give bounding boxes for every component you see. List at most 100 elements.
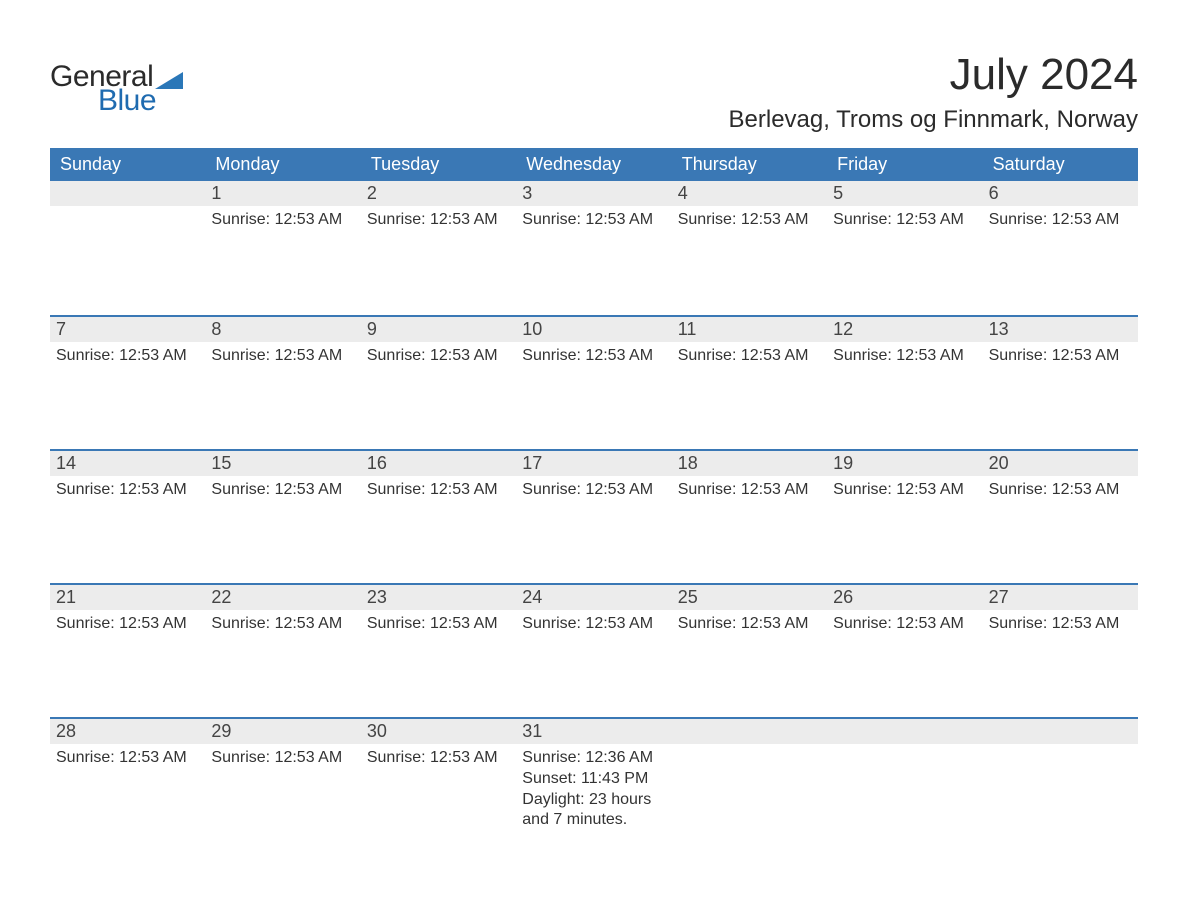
day-content: Sunrise: 12:53 AM [672,476,827,505]
day-number: 2 [361,181,516,206]
day-cell: 15Sunrise: 12:53 AM [205,451,360,583]
day-line: Sunrise: 12:53 AM [989,210,1132,231]
day-cell: 17Sunrise: 12:53 AM [516,451,671,583]
day-cell: 2 Sunrise: 12:53 AM [361,181,516,315]
day-number: 27 [983,585,1138,610]
day-number: 22 [205,585,360,610]
day-line: Sunrise: 12:53 AM [56,480,199,501]
day-number: 13 [983,317,1138,342]
day-cell: 12Sunrise: 12:53 AM [827,317,982,449]
day-line: Sunrise: 12:53 AM [522,346,665,367]
day-line: Sunrise: 12:53 AM [367,480,510,501]
day-number: 29 [205,719,360,744]
week-row: 7Sunrise: 12:53 AM8Sunrise: 12:53 AM9Sun… [50,315,1138,449]
weekday-cell: Friday [827,148,982,181]
day-line: Sunrise: 12:53 AM [678,346,821,367]
day-cell: 21Sunrise: 12:53 AM [50,585,205,717]
day-cell: 10 Sunrise: 12:53 AM [516,317,671,449]
month-title: July 2024 [729,50,1138,100]
day-content: Sunrise: 12:53 AM [672,610,827,639]
day-line: Sunrise: 12:53 AM [211,748,354,769]
day-number: 19 [827,451,982,476]
title-block: July 2024 Berlevag, Troms og Finnmark, N… [729,50,1138,134]
day-number: 26 [827,585,982,610]
day-line: Sunrise: 12:53 AM [367,346,510,367]
day-content: Sunrise: 12:53 AM [361,610,516,639]
day-line: Sunrise: 12:36 AM [522,748,665,769]
day-number: 8 [205,317,360,342]
day-content: Sunrise: 12:53 AM [361,206,516,235]
day-content: Sunrise: 12:53 AM [983,476,1138,505]
day-number: 16 [361,451,516,476]
day-line: Sunrise: 12:53 AM [678,614,821,635]
day-line: Sunrise: 12:53 AM [989,614,1132,635]
day-content: Sunrise: 12:53 AM [827,342,982,371]
day-content: Sunrise: 12:53 AM [50,342,205,371]
day-line: Sunrise: 12:53 AM [989,480,1132,501]
day-line: Sunrise: 12:53 AM [211,480,354,501]
day-content: Sunrise: 12:53 AM [516,342,671,371]
week-row: 21Sunrise: 12:53 AM22Sunrise: 12:53 AM23… [50,583,1138,717]
day-content: Sunrise: 12:53 AM [205,744,360,773]
day-line: Sunrise: 12:53 AM [211,346,354,367]
day-content: Sunrise: 12:53 AM [983,206,1138,235]
week-row: 14Sunrise: 12:53 AM15Sunrise: 12:53 AM16… [50,449,1138,583]
day-cell: . [827,719,982,851]
day-number: 14 [50,451,205,476]
day-line: Daylight: 23 hours [522,790,665,811]
day-line: Sunrise: 12:53 AM [522,614,665,635]
day-cell: 26Sunrise: 12:53 AM [827,585,982,717]
day-cell: 4 Sunrise: 12:53 AM [672,181,827,315]
day-line: Sunrise: 12:53 AM [833,480,976,501]
weekday-cell: Wednesday [516,148,671,181]
day-number: 12 [827,317,982,342]
day-cell: 22 Sunrise: 12:53 AM [205,585,360,717]
day-cell: 28Sunrise: 12:53 AM [50,719,205,851]
day-line: Sunrise: 12:53 AM [522,210,665,231]
day-line: and 7 minutes. [522,810,665,831]
calendar: SundayMondayTuesdayWednesdayThursdayFrid… [50,148,1138,851]
day-cell: 19 Sunrise: 12:53 AM [827,451,982,583]
day-cell: 23Sunrise: 12:53 AM [361,585,516,717]
day-content: Sunrise: 12:53 AM [50,610,205,639]
day-line: Sunrise: 12:53 AM [211,614,354,635]
weekday-header-row: SundayMondayTuesdayWednesdayThursdayFrid… [50,148,1138,181]
day-content [672,744,827,752]
day-number: 24 [516,585,671,610]
day-content [50,206,205,214]
day-content: Sunrise: 12:53 AM [827,610,982,639]
day-cell: 1Sunrise: 12:53 AM [205,181,360,315]
day-cell: 5Sunrise: 12:53 AM [827,181,982,315]
day-number: 11 [672,317,827,342]
day-number: 31 [516,719,671,744]
day-line: Sunrise: 12:53 AM [56,346,199,367]
day-number: 25 [672,585,827,610]
day-number: 4 [672,181,827,206]
day-line: Sunrise: 12:53 AM [678,210,821,231]
location: Berlevag, Troms og Finnmark, Norway [729,106,1138,134]
logo: General Blue [50,50,183,118]
day-line: Sunrise: 12:53 AM [989,346,1132,367]
day-content [983,744,1138,752]
day-number: . [50,181,205,206]
day-cell: 29 Sunrise: 12:53 AM [205,719,360,851]
day-cell: 18Sunrise: 12:53 AM [672,451,827,583]
day-cell: 9Sunrise: 12:53 AM [361,317,516,449]
week-row: .1Sunrise: 12:53 AM2Sunrise: 12:53 AM3Su… [50,181,1138,315]
day-content [827,744,982,752]
day-line: Sunrise: 12:53 AM [367,210,510,231]
day-cell: 30Sunrise: 12:53 AM [361,719,516,851]
day-number: 10 [516,317,671,342]
day-number: 17 [516,451,671,476]
day-cell: 16 Sunrise: 12:53 AM [361,451,516,583]
day-cell: 13 Sunrise: 12:53 AM [983,317,1138,449]
day-number: 23 [361,585,516,610]
day-content: Sunrise: 12:53 AM [205,476,360,505]
day-cell: 3Sunrise: 12:53 AM [516,181,671,315]
day-content: Sunrise: 12:53 AM [361,476,516,505]
day-cell: 6 Sunrise: 12:53 AM [983,181,1138,315]
day-number: 6 [983,181,1138,206]
logo-text-blue: Blue [98,84,156,118]
day-line: Sunrise: 12:53 AM [367,748,510,769]
day-content: Sunrise: 12:53 AM [361,744,516,773]
